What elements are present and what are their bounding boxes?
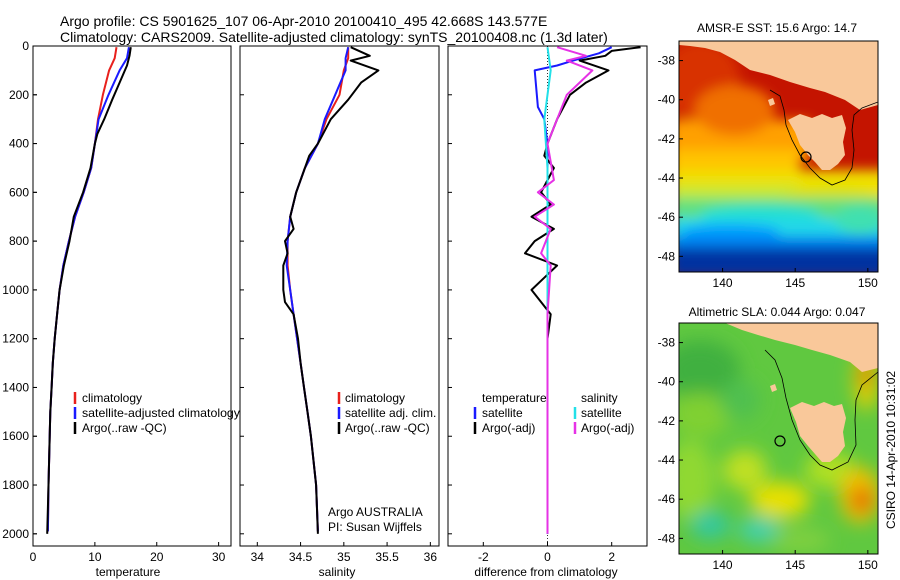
salinity-tick-label: 34.5 [289, 550, 313, 564]
float-pi-label: PI: Susan Wijffels [328, 520, 422, 534]
mainland-australia [725, 323, 878, 372]
longitude-tick-label: 150 [858, 276, 878, 290]
temperature-series-group [46, 47, 132, 534]
sst-map [679, 41, 878, 272]
king-island [770, 384, 777, 392]
mainland-australia [679, 41, 878, 110]
legend-label-climatology: climatology [82, 391, 142, 405]
tasmania [790, 402, 846, 462]
latitude-tick-label: -38 [658, 54, 676, 68]
longitude-tick-label: 145 [785, 558, 805, 572]
temperature-tick-label: 30 [212, 550, 226, 564]
sst-map-frame [678, 40, 879, 273]
legend-label-sal-satellite: satellite [581, 406, 622, 420]
latitude-tick-label: -42 [658, 414, 676, 428]
legend-label-temp-argo: Argo(-adj) [482, 421, 535, 435]
depth-tick-label: 1000 [2, 283, 29, 297]
depth-tick-label: 0 [22, 39, 29, 53]
legend-label-argo: Argo(..raw -QC) [82, 421, 167, 435]
longitude-tick-label: 145 [785, 276, 805, 290]
latitude-tick-label: -44 [658, 171, 676, 185]
legend-label-sal-argo: Argo(-adj) [581, 421, 634, 435]
difference-tick-label: 0 [544, 550, 551, 564]
depth-tick-label: 800 [9, 234, 29, 248]
shelf-contour [769, 89, 878, 186]
legend-heading-salinity: salinity [581, 391, 618, 405]
timestamp-label: CSIRO 14-Apr-2010 10:31:02 [884, 371, 898, 529]
latitude-tick-label: -40 [658, 93, 676, 107]
salinity-legend: climatology satellite adj. clim. Argo(..… [328, 391, 436, 534]
depth-tick-label: 1800 [2, 478, 29, 492]
float-program-label: Argo AUSTRALIA [328, 505, 423, 519]
legend-heading-temperature: temperature [482, 391, 547, 405]
depth-tick-label: 1200 [2, 332, 29, 346]
salinity-series-group [282, 46, 380, 534]
latitude-tick-label: -40 [658, 375, 676, 389]
sla-map-frame [678, 322, 879, 555]
salinity-plot-frame [239, 45, 440, 547]
salinity-plot: 34 34.5 35 35.5 36 [240, 45, 438, 564]
shelf-contour [764, 349, 878, 471]
depth-tick-label: 1400 [2, 380, 29, 394]
longitude-tick-label: 140 [713, 276, 733, 290]
latitude-tick-label: -46 [658, 492, 676, 506]
temperature-plot-frame [32, 45, 232, 547]
longitude-tick-label: 140 [713, 558, 733, 572]
difference-plot: -2 0 2 [448, 45, 641, 564]
difference-series-group [524, 46, 641, 534]
sla-map [679, 323, 878, 554]
series-line-salinity-argo-adj [533, 46, 594, 534]
header-line-1: Argo profile: CS 5901625_107 06-Apr-2010… [60, 13, 547, 29]
latitude-tick-label: -46 [658, 210, 676, 224]
depth-axis: 0 200 400 600 800 1000 1200 1400 1600 1800 2000 [2, 39, 37, 541]
king-island [768, 98, 775, 106]
latitude-tick-label: -38 [658, 336, 676, 350]
latitude-tick-label: -42 [658, 132, 676, 146]
latitude-tick-label: -48 [658, 531, 676, 545]
salinity-tick-label: 35.5 [375, 550, 399, 564]
argo-float-marker [774, 435, 786, 447]
depth-tick-label: 1600 [2, 429, 29, 443]
longitude-tick-label: 150 [858, 558, 878, 572]
salinity-tick-label: 34 [251, 550, 265, 564]
sla-map-title: Altimetric SLA: 0.044 Argo: 0.047 [689, 305, 866, 319]
depth-tick-label: 600 [9, 185, 29, 199]
depth-tick-label: 400 [9, 137, 29, 151]
temperature-tick-label: 20 [150, 550, 164, 564]
header-line-2: Climatology: CARS2009. Satellite-adjuste… [60, 29, 608, 45]
series-line-argo-raw-qc [46, 47, 132, 534]
legend-label-satellite: satellite-adjusted climatology [82, 406, 240, 420]
difference-axis-label: difference from climatology [474, 565, 617, 579]
legend-label-satellite: satellite adj. clim. [345, 406, 436, 420]
legend-label-argo: Argo(..raw -QC) [345, 421, 430, 435]
sst-map-title: AMSR-E SST: 15.6 Argo: 14.7 [697, 21, 857, 35]
salinity-axis-label: salinity [319, 565, 356, 579]
depth-tick-label: 2000 [2, 527, 29, 541]
sst-map-axes: 140 145 150 -38 -40 -42 -44 -46 -48 [658, 54, 879, 290]
difference-tick-label: -2 [478, 550, 489, 564]
series-line-argo-raw-qc [282, 46, 380, 534]
temperature-tick-label: 10 [88, 550, 102, 564]
depth-tick-label: 200 [9, 88, 29, 102]
salinity-tick-label: 36 [424, 550, 438, 564]
difference-tick-label: 2 [608, 550, 615, 564]
difference-legend: temperature satellite Argo(-adj) salinit… [473, 391, 634, 435]
tasmania [788, 114, 846, 170]
legend-label-temp-satellite: satellite [482, 406, 523, 420]
temperature-legend: climatology satellite-adjusted climatolo… [73, 391, 240, 435]
salinity-tick-label: 35 [337, 550, 351, 564]
temperature-axis-label: temperature [96, 565, 161, 579]
legend-label-climatology: climatology [345, 391, 405, 405]
argo-float-marker [800, 151, 812, 163]
latitude-tick-label: -48 [658, 249, 676, 263]
sla-map-axes: 140 145 150 -38 -40 -42 -44 -46 -48 [658, 336, 879, 572]
temperature-tick-label: 0 [30, 550, 37, 564]
temperature-plot: 0 10 20 30 [30, 45, 226, 564]
latitude-tick-label: -44 [658, 453, 676, 467]
